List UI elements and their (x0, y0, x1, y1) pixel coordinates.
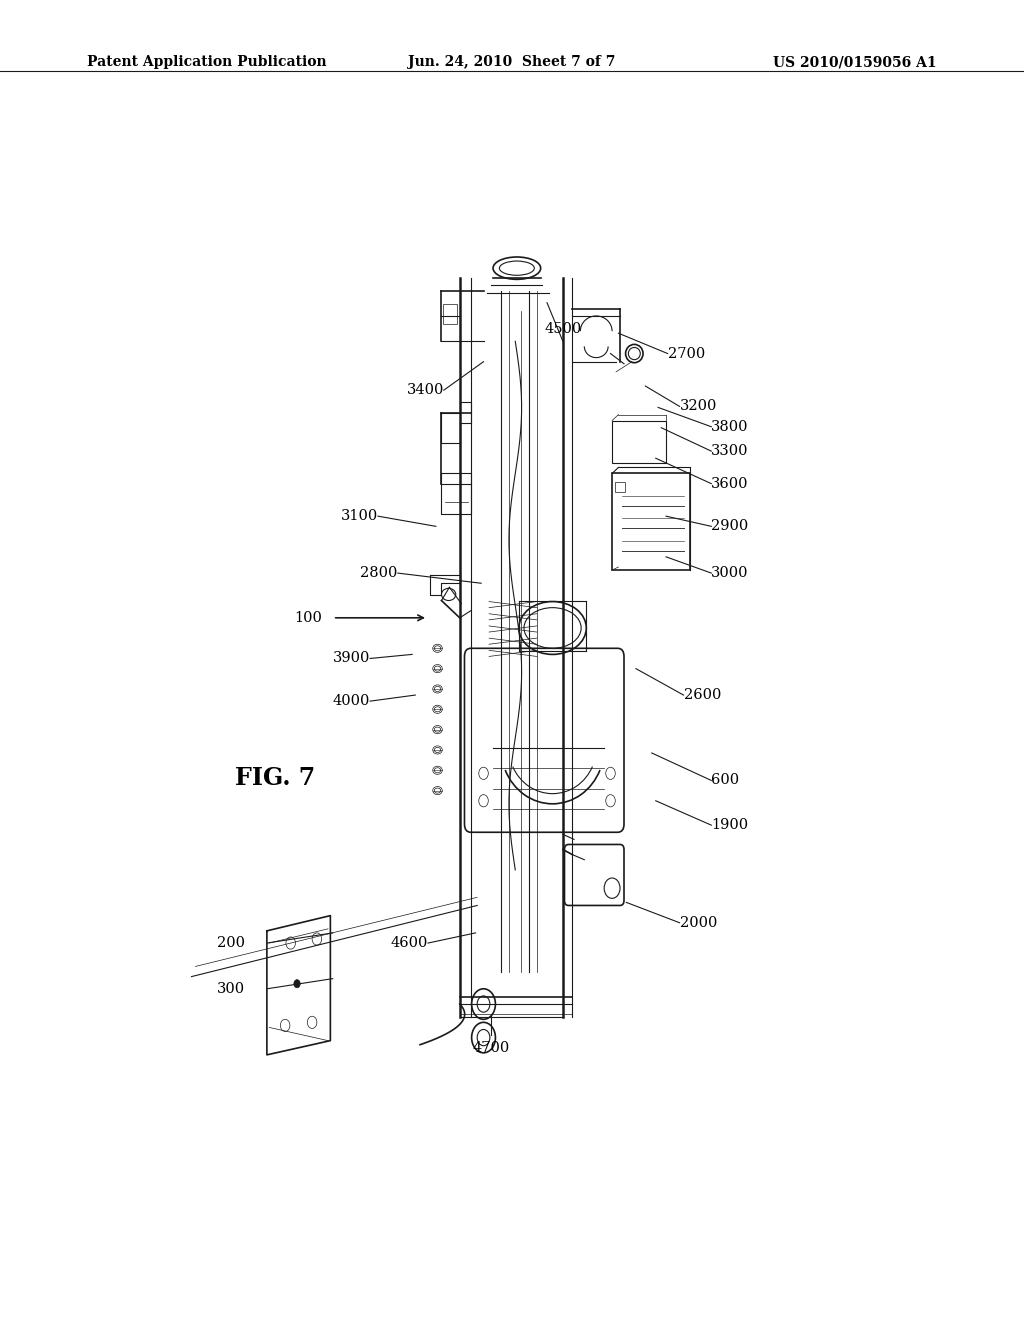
Text: 200: 200 (217, 936, 246, 950)
Text: FIG. 7: FIG. 7 (234, 767, 315, 791)
Text: 300: 300 (217, 982, 246, 995)
Circle shape (294, 979, 300, 987)
Text: 100: 100 (295, 611, 323, 624)
Text: 4700: 4700 (473, 1040, 510, 1055)
Text: 4000: 4000 (333, 694, 370, 708)
Text: 2900: 2900 (712, 519, 749, 533)
Text: 3300: 3300 (712, 444, 749, 458)
Text: 3800: 3800 (712, 420, 749, 434)
Text: 4500: 4500 (545, 322, 582, 337)
Text: 2800: 2800 (360, 566, 397, 579)
Bar (443, 304, 458, 325)
Text: 4600: 4600 (390, 936, 428, 950)
Text: 2000: 2000 (680, 916, 717, 929)
Text: 3100: 3100 (341, 510, 378, 523)
Text: 3600: 3600 (712, 477, 749, 491)
Text: 3200: 3200 (680, 400, 717, 413)
Text: US 2010/0159056 A1: US 2010/0159056 A1 (773, 55, 937, 70)
Text: 600: 600 (712, 774, 739, 788)
Text: 3400: 3400 (407, 383, 443, 397)
Text: 2700: 2700 (668, 347, 705, 360)
Text: 3900: 3900 (333, 652, 370, 665)
Text: 3000: 3000 (712, 566, 749, 579)
Text: Patent Application Publication: Patent Application Publication (87, 55, 327, 70)
Text: 1900: 1900 (712, 818, 749, 832)
Text: 2600: 2600 (684, 688, 721, 702)
Bar (615, 482, 625, 492)
Text: Jun. 24, 2010  Sheet 7 of 7: Jun. 24, 2010 Sheet 7 of 7 (409, 55, 615, 70)
